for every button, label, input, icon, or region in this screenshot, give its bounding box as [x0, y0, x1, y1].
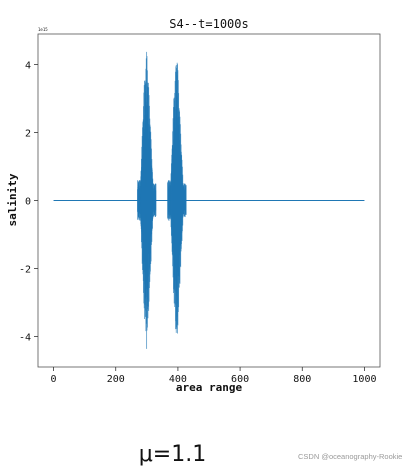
oscillation-packet: [167, 62, 187, 334]
offset-label: 1e15: [38, 27, 48, 32]
x-tick-label: 400: [169, 374, 187, 385]
x-tick-label: 1000: [352, 374, 376, 385]
packet-core: [140, 186, 153, 215]
x-axis-ticks: 0 200 400 600 800 1000: [51, 367, 377, 385]
x-tick-label: 0: [51, 374, 57, 385]
y-tick-label: -4: [19, 332, 31, 343]
x-tick-label: 200: [107, 374, 125, 385]
y-tick-label: 4: [25, 61, 31, 72]
y-tick-label: 0: [25, 197, 31, 208]
chart-marks: [53, 51, 365, 349]
watermark: CSDN @oceanography-Rookie: [298, 452, 403, 461]
x-tick-label: 800: [293, 374, 311, 385]
x-tick-label: 600: [231, 374, 249, 385]
caption: μ=1.1: [138, 442, 207, 467]
chart-title: S4--t=1000s: [169, 17, 248, 31]
y-axis-label: salinity: [6, 173, 19, 226]
x-axis-label: area range: [176, 381, 243, 394]
packet-core: [170, 186, 183, 215]
y-tick-label: -2: [19, 264, 31, 275]
y-tick-label: 2: [25, 129, 31, 140]
y-axis-ticks: -4 -2 0 2 4: [19, 61, 38, 343]
oscillation-packet: [137, 51, 157, 349]
